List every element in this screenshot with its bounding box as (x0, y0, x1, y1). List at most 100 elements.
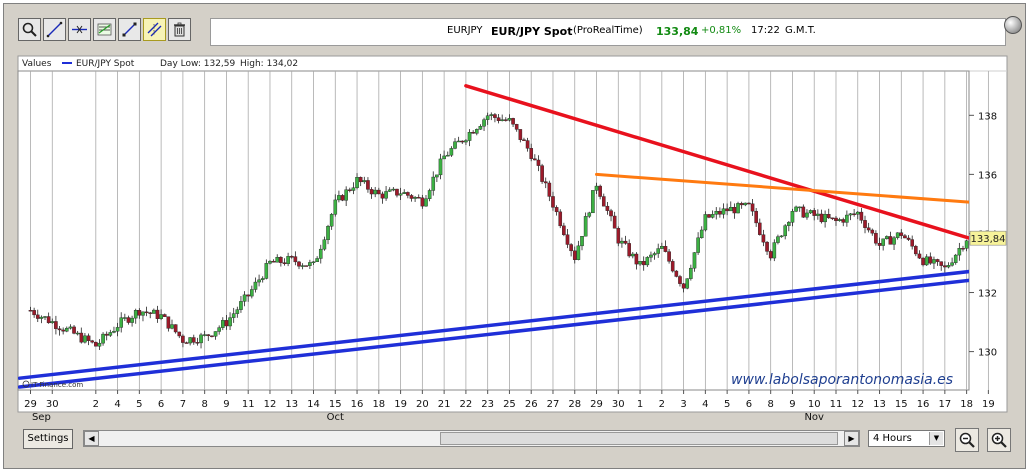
provider-logo: IT-Finance.com (22, 380, 83, 389)
x-tick-label: 25 (503, 399, 516, 410)
instrument-title: EUR/JPY Spot (491, 25, 573, 38)
chevron-down-icon[interactable]: ▼ (929, 432, 943, 445)
candle-body (126, 317, 131, 323)
candle-body (228, 317, 232, 327)
candle-body (888, 236, 893, 245)
candle-body (660, 246, 664, 249)
candle-body (493, 114, 497, 118)
candle-body (816, 213, 820, 216)
candle-body (188, 337, 192, 344)
candle-body (728, 207, 733, 212)
candle-body (242, 294, 247, 302)
zoom-area-button[interactable] (18, 18, 41, 41)
horizontal-line-button[interactable] (68, 18, 91, 41)
candle-body (54, 321, 58, 329)
candle-body (859, 211, 864, 221)
candle-body (271, 260, 276, 263)
candle-body (344, 189, 348, 201)
y-tick-label: 136 (978, 170, 997, 181)
candle-body (623, 240, 628, 244)
x-tick-label: 6 (158, 399, 164, 410)
candle-body (170, 324, 174, 329)
candle-body (97, 342, 102, 347)
candle-body (409, 195, 414, 199)
y-tick-label: 138 (978, 111, 997, 122)
candle-body (674, 270, 679, 277)
provider-logo-icon (22, 380, 30, 388)
candle-body (387, 189, 392, 192)
candle-body (884, 236, 889, 240)
trend-channel-button[interactable] (93, 18, 116, 41)
scroll-right-arrow-icon[interactable]: ▶ (844, 431, 859, 446)
candle-body (373, 189, 377, 195)
candle-body (177, 331, 182, 337)
candle-body (870, 229, 875, 234)
resistance-line[interactable] (464, 84, 993, 246)
candle-body (823, 214, 827, 223)
candle-body (427, 190, 432, 199)
candle-body (260, 278, 265, 281)
zoom-out-button[interactable] (955, 428, 979, 452)
candle-body (377, 189, 381, 195)
candle-body (765, 241, 769, 252)
candle-body (137, 310, 142, 316)
candle-body (914, 246, 918, 255)
legend-series-name: EUR/JPY Spot (76, 59, 135, 69)
zoom-in-button[interactable] (987, 428, 1011, 452)
candle-body (678, 276, 682, 284)
support-lower-line[interactable] (18, 278, 993, 389)
x-tick-label: 30 (612, 399, 625, 410)
time-scrollbar[interactable]: ◀ ▶ (83, 430, 860, 447)
candle-body (279, 257, 283, 263)
candle-body (743, 202, 748, 206)
scroll-left-arrow-icon[interactable]: ◀ (84, 431, 99, 446)
support-upper-line[interactable] (18, 269, 993, 380)
candle-body (779, 235, 784, 238)
free-line-button[interactable] (118, 18, 141, 41)
candle-body (275, 257, 280, 263)
last-price-tag: 133,84 (969, 230, 1007, 246)
candle-body (184, 342, 189, 344)
candle-body (449, 148, 454, 156)
quote-time: 17:22 (751, 25, 780, 36)
x-tick-label: 8 (767, 399, 773, 410)
parallel-lines-button[interactable] (143, 18, 166, 41)
candle-body (721, 208, 726, 215)
plot-area (17, 70, 970, 391)
close-chart-button[interactable] (1004, 16, 1022, 34)
provider-name: IT-Finance.com (31, 381, 83, 389)
candle-body (500, 119, 504, 121)
x-tick-label: 19 (982, 399, 995, 410)
candle-body (801, 206, 806, 218)
scrollbar-thumb[interactable] (440, 432, 838, 445)
x-tick-label: 13 (285, 399, 298, 410)
candle-body (366, 180, 370, 190)
candle-body (576, 245, 581, 260)
candle-body (776, 236, 780, 243)
legend-values-label: Values (22, 59, 52, 69)
quote-header: EURJPY EUR/JPY Spot (ProRealTime) 133,84… (210, 18, 1006, 46)
candle-body (543, 181, 548, 184)
candle-body (141, 311, 145, 316)
interval-select[interactable]: 4 Hours ▼ (868, 430, 945, 447)
delete-button[interactable] (168, 18, 191, 41)
candle-body (685, 278, 690, 289)
candle-body (329, 214, 334, 227)
candle-body (634, 253, 639, 265)
watermark-url: www.labolsaporantonomasia.es (731, 372, 953, 388)
x-tick-label: 4 (114, 399, 120, 410)
horizontal-resistance-line[interactable] (595, 172, 993, 204)
candle-body (474, 129, 479, 134)
candle-body (812, 210, 817, 216)
candle-body (957, 248, 962, 256)
candle-body (83, 335, 87, 343)
settings-button[interactable]: Settings (23, 429, 73, 449)
candle-body (797, 206, 802, 209)
draw-line-button[interactable] (43, 18, 66, 41)
legend-day-high: High: 134,02 (240, 59, 298, 69)
candle-body (612, 215, 617, 229)
x-tick-label: 26 (525, 399, 538, 410)
candle-body (507, 118, 512, 121)
candle-body (525, 140, 530, 149)
candle-body (783, 225, 787, 237)
